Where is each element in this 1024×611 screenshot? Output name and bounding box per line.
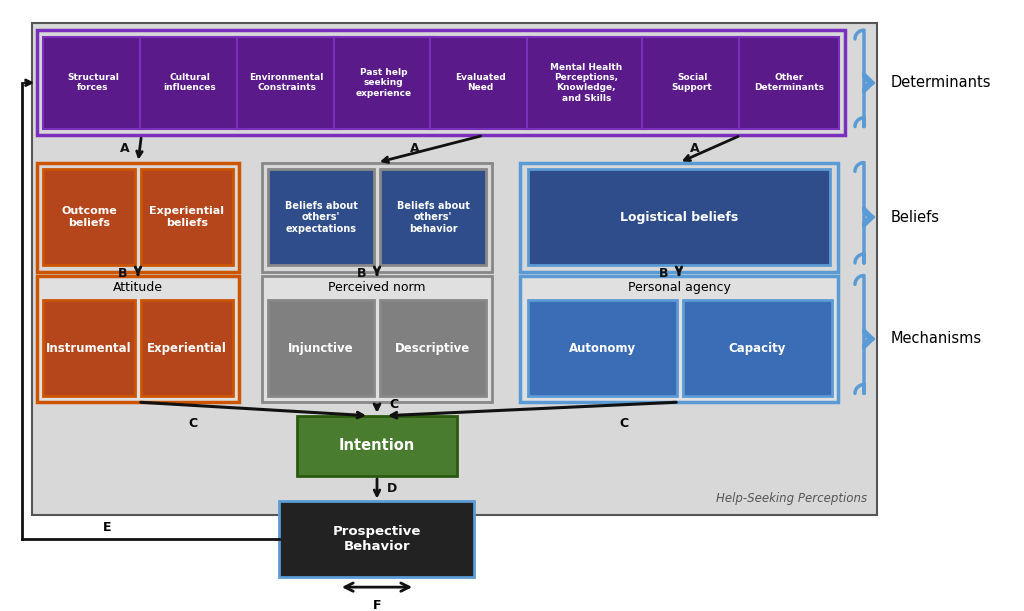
- Text: C: C: [620, 417, 629, 430]
- Text: Autonomy: Autonomy: [569, 342, 636, 354]
- FancyBboxPatch shape: [262, 163, 492, 272]
- Text: B: B: [118, 267, 128, 280]
- Text: Perceived norm: Perceived norm: [329, 281, 426, 295]
- FancyBboxPatch shape: [380, 169, 486, 265]
- Text: Help-Seeking Perceptions: Help-Seeking Perceptions: [716, 492, 867, 505]
- Text: Logistical beliefs: Logistical beliefs: [620, 211, 738, 224]
- Text: Descriptive: Descriptive: [395, 342, 471, 354]
- FancyBboxPatch shape: [262, 276, 492, 402]
- Text: Intention: Intention: [339, 439, 415, 453]
- FancyBboxPatch shape: [37, 30, 845, 136]
- FancyBboxPatch shape: [380, 300, 486, 397]
- FancyBboxPatch shape: [237, 37, 337, 128]
- FancyBboxPatch shape: [37, 163, 239, 272]
- Text: E: E: [102, 521, 112, 534]
- FancyBboxPatch shape: [297, 415, 457, 476]
- FancyBboxPatch shape: [528, 169, 830, 265]
- Text: Attitude: Attitude: [113, 281, 163, 295]
- Text: Experiential: Experiential: [147, 342, 227, 354]
- Text: C: C: [389, 398, 398, 411]
- Text: Beliefs about
others'
behavior: Beliefs about others' behavior: [396, 200, 469, 234]
- FancyBboxPatch shape: [268, 169, 374, 265]
- Text: Other
Determinants: Other Determinants: [754, 73, 824, 92]
- FancyBboxPatch shape: [141, 169, 233, 265]
- FancyBboxPatch shape: [520, 276, 838, 402]
- FancyBboxPatch shape: [268, 300, 374, 397]
- FancyBboxPatch shape: [140, 37, 240, 128]
- Text: A: A: [690, 142, 699, 155]
- FancyBboxPatch shape: [520, 163, 838, 272]
- Text: C: C: [188, 417, 198, 430]
- Text: Outcome
beliefs: Outcome beliefs: [61, 207, 117, 228]
- Text: Structural
forces: Structural forces: [67, 73, 119, 92]
- FancyBboxPatch shape: [280, 502, 474, 577]
- FancyBboxPatch shape: [32, 23, 877, 515]
- FancyBboxPatch shape: [141, 300, 233, 397]
- Text: Experiential
beliefs: Experiential beliefs: [150, 207, 224, 228]
- Text: Capacity: Capacity: [729, 342, 786, 354]
- Text: A: A: [411, 142, 420, 155]
- Text: Mechanisms: Mechanisms: [891, 331, 982, 346]
- FancyBboxPatch shape: [528, 300, 677, 397]
- Text: F: F: [373, 599, 381, 611]
- Text: D: D: [387, 482, 397, 496]
- Text: Beliefs: Beliefs: [891, 210, 940, 225]
- Text: Determinants: Determinants: [891, 75, 991, 90]
- Text: Prospective
Behavior: Prospective Behavior: [333, 525, 421, 554]
- Text: Beliefs about
others'
expectations: Beliefs about others' expectations: [285, 200, 357, 234]
- Text: Cultural
influences: Cultural influences: [164, 73, 216, 92]
- Text: Evaluated
Need: Evaluated Need: [455, 73, 506, 92]
- FancyBboxPatch shape: [334, 37, 433, 128]
- FancyBboxPatch shape: [683, 300, 831, 397]
- FancyBboxPatch shape: [642, 37, 742, 128]
- FancyBboxPatch shape: [43, 169, 135, 265]
- Text: B: B: [659, 267, 669, 280]
- Text: Social
Support: Social Support: [672, 73, 713, 92]
- Text: Mental Health
Perceptions,
Knowledge,
and Skills: Mental Health Perceptions, Knowledge, an…: [550, 63, 623, 103]
- FancyBboxPatch shape: [43, 300, 135, 397]
- FancyBboxPatch shape: [43, 37, 143, 128]
- Text: B: B: [357, 267, 367, 280]
- FancyBboxPatch shape: [739, 37, 839, 128]
- FancyBboxPatch shape: [37, 276, 239, 402]
- Text: Personal agency: Personal agency: [628, 281, 730, 295]
- FancyBboxPatch shape: [430, 37, 530, 128]
- Text: Past help
seeking
experience: Past help seeking experience: [355, 68, 412, 98]
- Text: Environmental
Constraints: Environmental Constraints: [250, 73, 324, 92]
- Text: Instrumental: Instrumental: [46, 342, 132, 354]
- FancyBboxPatch shape: [527, 37, 645, 128]
- Text: A: A: [120, 142, 129, 155]
- Text: Injunctive: Injunctive: [288, 342, 354, 354]
